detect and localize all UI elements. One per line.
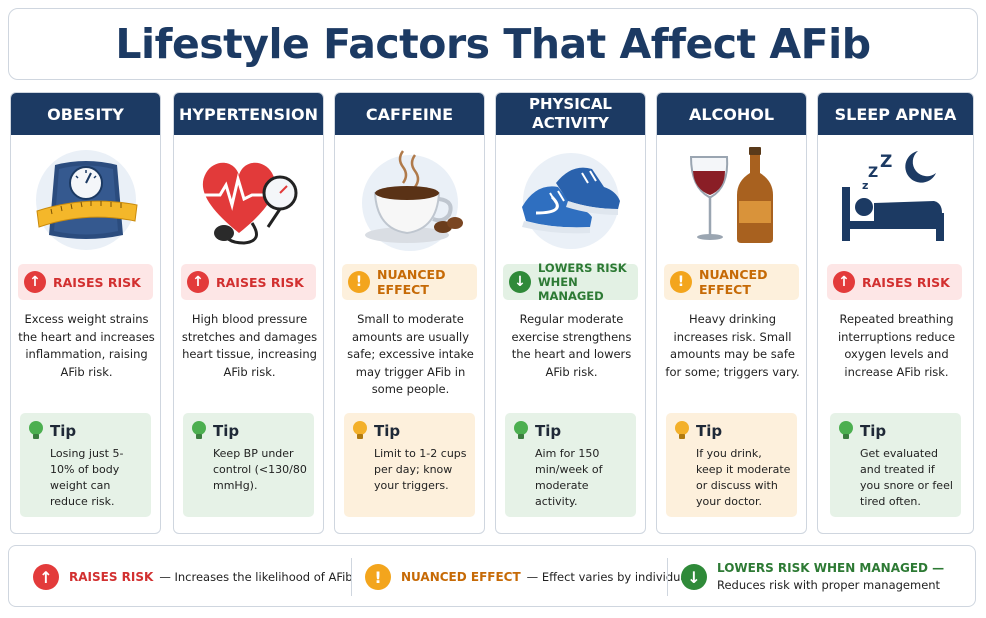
- legend: ↑ RAISES RISK — Increases the likelihood…: [8, 545, 976, 607]
- tip-text: Get evaluated and treated if you snore o…: [860, 447, 953, 508]
- legend-divider: [351, 558, 352, 596]
- card-header: OBESITY: [11, 93, 160, 135]
- scale-tape-icon: [36, 150, 138, 250]
- tip-title: Tip: [50, 422, 77, 440]
- card-header: ALCOHOL: [657, 93, 806, 135]
- arrow-up-icon: ↑: [833, 271, 855, 293]
- arrow-up-icon: ↑: [33, 564, 59, 590]
- exclamation-icon: !: [348, 271, 370, 293]
- legend-divider: [667, 558, 668, 596]
- card-sleep-apnea: SLEEP APNEA Z Z z ↑ RAISES RISK Repeated…: [817, 92, 974, 534]
- card-hypertension: HYPERTENSION ↑ RAISES RISK High blood pr…: [173, 92, 324, 534]
- tip-box: Tip Keep BP under control (<130/80 mmHg)…: [183, 413, 314, 517]
- legend-item-lowers: ↓ LOWERS RISK WHEN MANAGED — Reduces ris…: [681, 546, 944, 608]
- lightbulb-icon: [675, 421, 689, 439]
- badge-label: RAISES RISK: [862, 274, 950, 290]
- nuanced-effect-badge: ! NUANCED EFFECT: [664, 264, 799, 300]
- lightbulb-icon: [839, 421, 853, 439]
- card-description: Excess weight strains the heart and incr…: [18, 312, 155, 379]
- card-physical-activity: PHYSICAL ACTIVITY ↓ LOWERS RISK WHEN MAN…: [495, 92, 646, 534]
- svg-text:Z: Z: [880, 152, 892, 172]
- badge-label: RAISES RISK: [216, 274, 304, 290]
- tip-box: Tip Aim for 150 min/week of moderate act…: [505, 413, 636, 517]
- page-title: Lifestyle Factors That Affect AFib: [115, 20, 871, 68]
- legend-item-nuanced: ! NUANCED EFFECT — Effect varies by indi…: [365, 546, 691, 608]
- lightbulb-icon: [192, 421, 206, 439]
- raises-risk-badge: ↑ RAISES RISK: [18, 264, 153, 300]
- tip-box: Tip If you drink, keep it moderate or di…: [666, 413, 797, 517]
- tip-title: Tip: [213, 422, 240, 440]
- lowers-risk-badge: ↓ LOWERS RISK WHEN MANAGED: [503, 261, 638, 303]
- card-description: Small to moderate amounts are usually sa…: [347, 312, 474, 396]
- tip-text: Losing just 5-10% of body weight can red…: [50, 447, 124, 508]
- tip-box: Tip Limit to 1-2 cups per day; know your…: [344, 413, 475, 517]
- arrow-down-icon: ↓: [509, 271, 531, 293]
- card-alcohol: ALCOHOL ! NUANCED EFFECT Heavy drinking …: [656, 92, 807, 534]
- exclamation-icon: !: [670, 271, 692, 293]
- legend-label: NUANCED EFFECT: [401, 570, 521, 584]
- tip-title: Tip: [696, 422, 723, 440]
- arrow-down-icon: ↓: [681, 564, 707, 590]
- legend-description: — Effect varies by individual: [526, 570, 691, 584]
- tip-box: Tip Get evaluated and treated if you sno…: [830, 413, 961, 517]
- badge-label: RAISES RISK: [53, 274, 141, 290]
- tip-title: Tip: [535, 422, 562, 440]
- card-header: PHYSICAL ACTIVITY: [496, 93, 645, 135]
- wine-beer-icon: [689, 147, 773, 243]
- card-header: HYPERTENSION: [174, 93, 323, 135]
- raises-risk-badge: ↑ RAISES RISK: [181, 264, 316, 300]
- card-description: Heavy drinking increases risk. Small amo…: [665, 312, 800, 379]
- sneakers-icon: [522, 153, 620, 249]
- card-description: High blood pressure stretches and damage…: [181, 312, 318, 379]
- svg-text:z: z: [862, 179, 868, 192]
- legend-description: — Increases the likelihood of AFib: [159, 570, 353, 584]
- svg-text:Z: Z: [868, 165, 878, 181]
- card-header: SLEEP APNEA: [818, 93, 973, 135]
- tip-text: Keep BP under control (<130/80 mmHg).: [213, 447, 307, 492]
- card-description: Repeated breathing interruptions reduce …: [837, 312, 956, 379]
- card-description: Regular moderate exercise strengthens th…: [511, 312, 632, 379]
- coffee-cup-icon: [362, 150, 463, 251]
- card-caffeine: CAFFEINE ! NUANCED EFFECT Small to moder…: [334, 92, 485, 534]
- card-header: CAFFEINE: [335, 93, 484, 135]
- arrow-up-icon: ↑: [24, 271, 46, 293]
- lightbulb-icon: [353, 421, 367, 439]
- factor-cards: OBESITY ↑ RAISES RISK Excess weight stra…: [10, 92, 976, 534]
- legend-description: Reduces risk with proper management: [717, 578, 941, 592]
- tip-text: Aim for 150 min/week of moderate activit…: [535, 447, 603, 508]
- legend-label: LOWERS RISK WHEN MANAGED —: [717, 561, 945, 575]
- heart-bp-gauge-icon: [202, 162, 298, 245]
- lightbulb-icon: [514, 421, 528, 439]
- sleeping-bed-icon: Z Z z: [842, 151, 944, 241]
- badge-label: NUANCED EFFECT: [377, 267, 446, 297]
- badge-label: NUANCED EFFECT: [699, 267, 768, 297]
- tip-box: Tip Losing just 5-10% of body weight can…: [20, 413, 151, 517]
- arrow-up-icon: ↑: [187, 271, 209, 293]
- exclamation-icon: !: [365, 564, 391, 590]
- nuanced-effect-badge: ! NUANCED EFFECT: [342, 264, 477, 300]
- tip-title: Tip: [374, 422, 401, 440]
- card-obesity: OBESITY ↑ RAISES RISK Excess weight stra…: [10, 92, 161, 534]
- badge-label: LOWERS RISK WHEN MANAGED: [538, 261, 627, 303]
- lightbulb-icon: [29, 421, 43, 439]
- legend-item-raises: ↑ RAISES RISK — Increases the likelihood…: [33, 546, 353, 608]
- tip-text: If you drink, keep it moderate or discus…: [696, 447, 791, 508]
- legend-label: RAISES RISK: [69, 570, 154, 584]
- tip-text: Limit to 1-2 cups per day; know your tri…: [374, 447, 467, 492]
- title-banner: Lifestyle Factors That Affect AFib: [8, 8, 978, 80]
- raises-risk-badge: ↑ RAISES RISK: [827, 264, 962, 300]
- tip-title: Tip: [860, 422, 887, 440]
